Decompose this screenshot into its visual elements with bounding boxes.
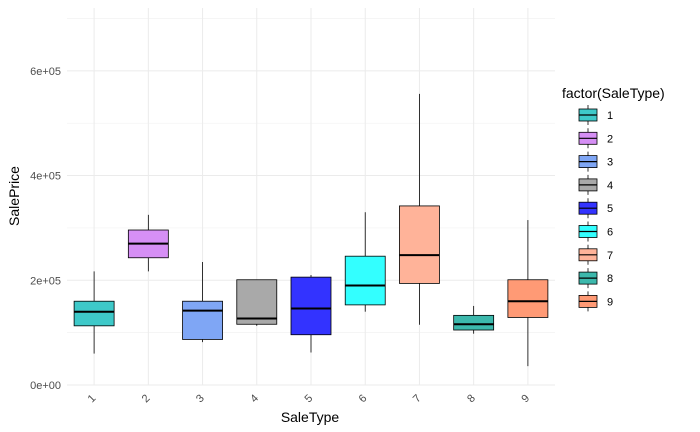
x-axis-title: SaleType bbox=[281, 409, 340, 425]
legend: factor(SaleType) 1 2 3 4 5 6 7 8 9 bbox=[562, 85, 665, 312]
legend-item-2: 2 bbox=[578, 128, 613, 149]
legend-items: 1 2 3 4 5 6 7 8 9 bbox=[578, 105, 613, 312]
legend-label: 7 bbox=[607, 250, 613, 262]
box-layer bbox=[73, 93, 549, 367]
box-5 bbox=[290, 275, 332, 353]
iqr-box bbox=[399, 205, 440, 284]
legend-label: 2 bbox=[607, 133, 613, 145]
y-tick-label: 0e+00 bbox=[30, 380, 61, 392]
iqr-box bbox=[453, 314, 495, 331]
legend-item-1: 1 bbox=[578, 105, 613, 125]
box-3 bbox=[182, 261, 223, 343]
legend-title: factor(SaleType) bbox=[562, 85, 665, 101]
legend-label: 8 bbox=[607, 273, 613, 285]
box-1 bbox=[73, 271, 115, 354]
y-tick-label: 4e+05 bbox=[30, 171, 61, 183]
iqr-box bbox=[507, 279, 549, 318]
legend-item-5: 5 bbox=[578, 198, 613, 219]
legend-label: 1 bbox=[607, 110, 613, 122]
legend-item-3: 3 bbox=[578, 151, 613, 172]
legend-item-7: 7 bbox=[578, 244, 613, 265]
legend-label: 9 bbox=[607, 296, 613, 308]
box-2 bbox=[127, 214, 169, 272]
y-axis-title: SalePrice bbox=[6, 166, 22, 226]
iqr-box bbox=[236, 279, 278, 325]
y-tick-label: 6e+05 bbox=[30, 66, 61, 78]
iqr-box bbox=[182, 300, 223, 340]
iqr-box bbox=[290, 276, 332, 336]
box-8 bbox=[453, 305, 495, 334]
legend-item-8: 8 bbox=[578, 268, 613, 289]
legend-item-4: 4 bbox=[578, 174, 613, 195]
legend-item-6: 6 bbox=[578, 221, 613, 242]
legend-label: 3 bbox=[607, 157, 613, 169]
legend-label: 5 bbox=[607, 203, 613, 215]
legend-item-9: 9 bbox=[578, 291, 613, 312]
y-tick-label: 2e+05 bbox=[30, 275, 61, 287]
box-9 bbox=[507, 220, 549, 367]
legend-label: 4 bbox=[607, 180, 613, 192]
iqr-box bbox=[73, 300, 115, 327]
box-7 bbox=[399, 93, 440, 325]
box-6 bbox=[344, 212, 386, 312]
box-4 bbox=[236, 279, 278, 326]
legend-label: 6 bbox=[607, 227, 613, 239]
iqr-box bbox=[344, 255, 386, 306]
